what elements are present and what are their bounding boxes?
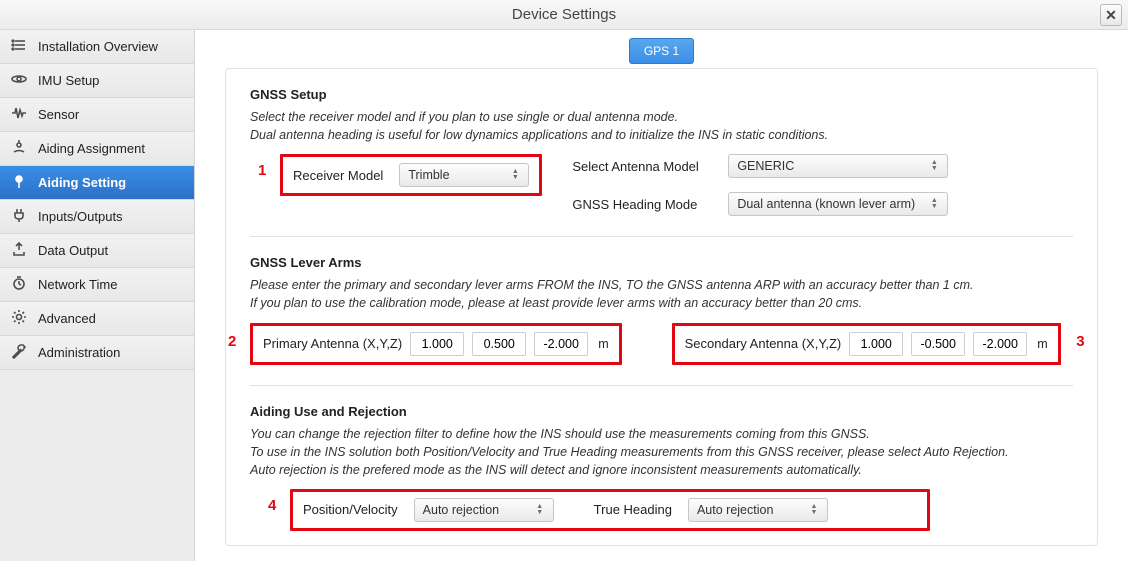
export-icon — [10, 241, 28, 261]
sidebar-item-label: Aiding Setting — [38, 175, 126, 190]
input-secondary-y[interactable] — [911, 332, 965, 356]
callout-number-2: 2 — [228, 333, 236, 350]
select-heading-mode[interactable]: Dual antenna (known lever arm) ▲▼ — [728, 192, 948, 216]
sidebar-item-label: Administration — [38, 345, 120, 360]
section-desc-gnss-setup: Select the receiver model and if you pla… — [250, 108, 1073, 144]
highlight-secondary-antenna: Secondary Antenna (X,Y,Z) m — [672, 323, 1061, 365]
divider — [250, 236, 1073, 237]
window-title: Device Settings — [512, 6, 616, 23]
settings-panel: GNSS Setup Select the receiver model and… — [225, 68, 1098, 546]
satellite-icon — [10, 139, 28, 159]
sidebar-item-sensor[interactable]: Sensor — [0, 98, 194, 132]
select-value: Trimble — [408, 168, 449, 182]
select-value: Auto rejection — [697, 503, 773, 517]
chevron-updown-icon: ▲▼ — [927, 160, 941, 172]
highlight-receiver-model: Receiver Model Trimble ▲▼ — [280, 154, 542, 196]
select-value: GENERIC — [737, 159, 794, 173]
orbit-icon — [10, 71, 28, 91]
input-secondary-x[interactable] — [849, 332, 903, 356]
wrench-icon — [10, 343, 28, 363]
sidebar-item-data-output[interactable]: Data Output — [0, 234, 194, 268]
sidebar-item-administration[interactable]: Administration — [0, 336, 194, 370]
input-primary-z[interactable] — [534, 332, 588, 356]
gear-icon — [10, 309, 28, 329]
tab-row: GPS 1 — [195, 30, 1128, 64]
sidebar-item-label: Aiding Assignment — [38, 141, 145, 156]
label-primary-antenna: Primary Antenna (X,Y,Z) — [263, 336, 402, 351]
input-secondary-z[interactable] — [973, 332, 1027, 356]
select-receiver-model[interactable]: Trimble ▲▼ — [399, 163, 529, 187]
select-true-heading[interactable]: Auto rejection ▲▼ — [688, 498, 828, 522]
chevron-updown-icon: ▲▼ — [807, 504, 821, 516]
label-receiver-model: Receiver Model — [293, 168, 383, 183]
callout-number-3: 3 — [1076, 333, 1084, 350]
unit-secondary: m — [1037, 337, 1047, 351]
sidebar-item-advanced[interactable]: Advanced — [0, 302, 194, 336]
sidebar-item-label: Data Output — [38, 243, 108, 258]
unit-primary: m — [598, 337, 608, 351]
section-desc-lever-arms: Please enter the primary and secondary l… — [250, 276, 1073, 312]
sidebar-item-aiding-setting[interactable]: Aiding Setting — [0, 166, 194, 200]
sidebar-item-label: Advanced — [38, 311, 96, 326]
sidebar-item-label: Sensor — [38, 107, 79, 122]
select-value: Auto rejection — [423, 503, 499, 517]
sidebar-item-inputs-outputs[interactable]: Inputs/Outputs — [0, 200, 194, 234]
sidebar-item-network-time[interactable]: Network Time — [0, 268, 194, 302]
plug-icon — [10, 207, 28, 227]
sidebar-item-label: Inputs/Outputs — [38, 209, 123, 224]
highlight-rejection: Position/Velocity Auto rejection ▲▼ True… — [290, 489, 930, 531]
section-desc-rejection: You can change the rejection filter to d… — [250, 425, 1073, 479]
list-icon — [10, 37, 28, 57]
select-antenna-model[interactable]: GENERIC ▲▼ — [728, 154, 948, 178]
input-primary-x[interactable] — [410, 332, 464, 356]
label-heading-mode: GNSS Heading Mode — [572, 197, 712, 212]
close-icon: ✕ — [1105, 7, 1117, 23]
waveform-icon — [10, 105, 28, 125]
close-button[interactable]: ✕ — [1100, 4, 1122, 26]
clock-icon — [10, 275, 28, 295]
input-primary-y[interactable] — [472, 332, 526, 356]
sidebar-item-label: IMU Setup — [38, 73, 99, 88]
tab-label: GPS 1 — [644, 44, 679, 58]
sidebar-item-imu-setup[interactable]: IMU Setup — [0, 64, 194, 98]
sidebar-item-label: Installation Overview — [38, 39, 158, 54]
label-position-velocity: Position/Velocity — [303, 502, 398, 517]
sidebar-item-label: Network Time — [38, 277, 117, 292]
sidebar-item-installation-overview[interactable]: Installation Overview — [0, 30, 194, 64]
select-position-velocity[interactable]: Auto rejection ▲▼ — [414, 498, 554, 522]
tab-gps1[interactable]: GPS 1 — [629, 38, 694, 64]
label-antenna-model: Select Antenna Model — [572, 159, 712, 174]
titlebar: Device Settings ✕ — [0, 0, 1128, 30]
highlight-primary-antenna: Primary Antenna (X,Y,Z) m — [250, 323, 622, 365]
section-title-gnss-setup: GNSS Setup — [250, 87, 1073, 102]
chevron-updown-icon: ▲▼ — [533, 504, 547, 516]
sidebar: Installation Overview IMU Setup Sensor A… — [0, 30, 195, 561]
label-true-heading: True Heading — [594, 502, 672, 517]
callout-number-1: 1 — [258, 162, 266, 179]
divider — [250, 385, 1073, 386]
chevron-updown-icon: ▲▼ — [927, 198, 941, 210]
section-title-lever-arms: GNSS Lever Arms — [250, 255, 1073, 270]
chevron-updown-icon: ▲▼ — [508, 169, 522, 181]
section-title-rejection: Aiding Use and Rejection — [250, 404, 1073, 419]
sidebar-item-aiding-assignment[interactable]: Aiding Assignment — [0, 132, 194, 166]
pin-icon — [10, 173, 28, 193]
callout-number-4: 4 — [268, 497, 276, 514]
label-secondary-antenna: Secondary Antenna (X,Y,Z) — [685, 336, 842, 351]
select-value: Dual antenna (known lever arm) — [737, 197, 915, 211]
main-area: GPS 1 GNSS Setup Select the receiver mod… — [195, 30, 1128, 561]
